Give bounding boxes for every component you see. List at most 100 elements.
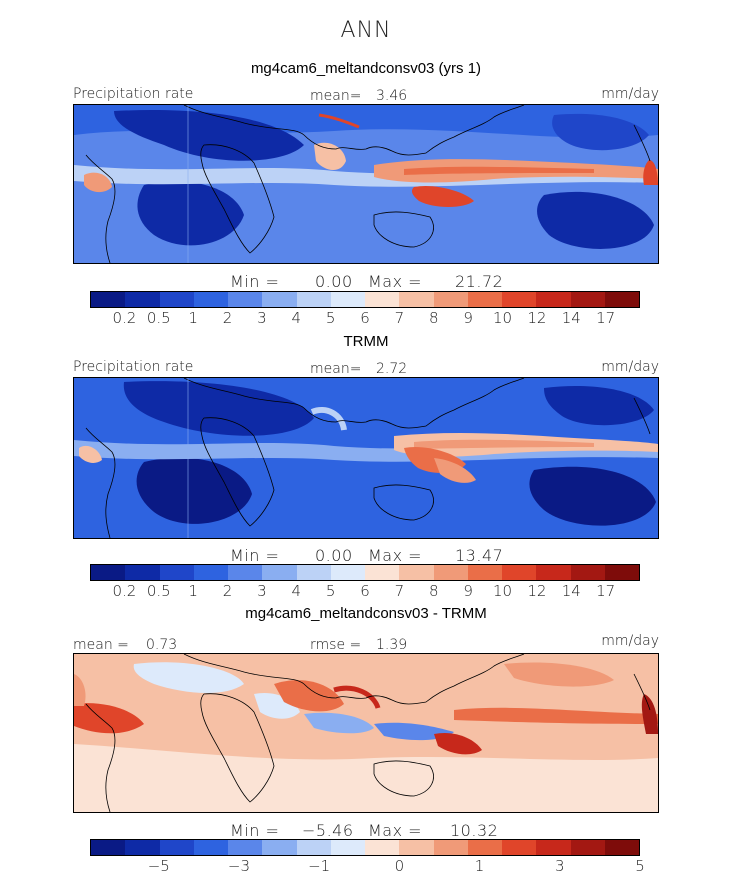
colorbar-swatch (536, 565, 571, 580)
colorbar-swatch (262, 292, 297, 307)
colorbar-swatch (502, 840, 537, 855)
panel-3-rmse-label: rmse = (310, 637, 362, 653)
colorbar-tick-label: 3 (257, 582, 267, 600)
colorbar-swatch (433, 565, 468, 580)
colorbar-tick-label: 4 (291, 309, 302, 327)
colorbar-swatch (433, 840, 468, 855)
colorbar-tick-label: 7 (394, 309, 405, 327)
colorbar-swatch (296, 292, 331, 307)
panel-1-min-value: 0.00 (315, 272, 353, 291)
colorbar-swatch (399, 292, 434, 307)
colorbar-swatch (330, 565, 365, 580)
colorbar-tick-label: 12 (527, 309, 547, 327)
panel-2-min-label: Min = (230, 546, 280, 565)
colorbar-swatch (502, 292, 537, 307)
panel-3-max-value: 10.32 (450, 821, 499, 840)
colorbar-tick-label: 1 (188, 582, 198, 600)
panel-1-map (73, 104, 659, 264)
colorbar-tick-label: 14 (561, 582, 581, 600)
colorbar-swatch (536, 292, 571, 307)
panel-3-mean-label: mean = (73, 637, 129, 653)
colorbar-tick-label: −1 (308, 857, 331, 875)
colorbar-tick-label: 3 (555, 857, 565, 875)
panel-3-mean-value: 0.73 (146, 637, 178, 653)
colorbar-swatch (502, 565, 537, 580)
panel-1-max-value: 21.72 (455, 272, 504, 291)
panel-3-map (73, 653, 659, 813)
colorbar-swatch (365, 840, 400, 855)
colorbar-swatch (330, 840, 365, 855)
panel-2-variable-label: Precipitation rate (73, 359, 194, 375)
colorbar-tick-label: 5 (635, 857, 645, 875)
colorbar-swatch (604, 565, 639, 580)
colorbar-swatch (125, 565, 160, 580)
colorbar-tick-label: 0.2 (112, 309, 137, 327)
colorbar-tick-label: 8 (428, 309, 439, 327)
colorbar-swatch (330, 292, 365, 307)
colorbar-tick-label: 0.2 (112, 582, 137, 600)
panel-2-mean-label: mean= (310, 361, 362, 377)
colorbar-tick-label: 14 (561, 309, 581, 327)
colorbar-swatch (193, 840, 228, 855)
panel-1-mean-label: mean= (310, 88, 362, 104)
colorbar-swatch (193, 292, 228, 307)
colorbar-swatch (433, 292, 468, 307)
colorbar-swatch (399, 840, 434, 855)
colorbar-swatch (536, 840, 571, 855)
colorbar-tick-label: 6 (360, 309, 370, 327)
colorbar-swatch (228, 565, 263, 580)
colorbar-tick-label: 9 (463, 309, 473, 327)
colorbar-tick-label: 7 (394, 582, 405, 600)
colorbar-swatch (125, 840, 160, 855)
colorbar-swatch (159, 840, 194, 855)
colorbar-tick-label: 1 (474, 857, 485, 875)
panel-2-max-value: 13.47 (455, 546, 504, 565)
panel-1-colorbar (90, 291, 640, 308)
panel-1-mean-value: 3.46 (376, 88, 408, 104)
colorbar-swatch (570, 292, 605, 307)
colorbar-swatch (467, 565, 502, 580)
panel-1-max-label: Max = (368, 272, 423, 291)
panel-3-units: mm/day (601, 633, 659, 649)
colorbar-tick-label: 17 (596, 309, 616, 327)
colorbar-swatch (467, 292, 502, 307)
panel-1-title: mg4cam6_meltandconsv03 (yrs 1) (250, 60, 482, 77)
colorbar-tick-label: −5 (147, 857, 170, 875)
colorbar-tick-label: 2 (222, 582, 233, 600)
colorbar-tick-label: 2 (222, 309, 233, 327)
panel-2-title: TRMM (343, 333, 389, 350)
colorbar-tick-label: 6 (360, 582, 370, 600)
panel-2-mean-value: 2.72 (376, 361, 408, 377)
colorbar-tick-label: 1 (188, 309, 198, 327)
panel-2-colorbar-ticks: 0.2 0.5 1 2 3 4 5 6 7 8 9 10 12 14 17 (90, 582, 640, 602)
colorbar-swatch (365, 565, 400, 580)
colorbar-swatch (159, 565, 194, 580)
panel-1-variable-label: Precipitation rate (73, 86, 194, 102)
colorbar-tick-label: 0.5 (146, 582, 171, 600)
colorbar-swatch (296, 840, 331, 855)
panel-3-min-label: Min = (230, 821, 280, 840)
panel-2-colorbar (90, 564, 640, 581)
colorbar-tick-label: 5 (325, 309, 336, 327)
colorbar-swatch (262, 565, 297, 580)
panel-2-map (73, 377, 659, 539)
colorbar-swatch (159, 292, 194, 307)
panel-3-min-value: −5.46 (302, 821, 354, 840)
colorbar-swatch (604, 840, 639, 855)
panel-1-units: mm/day (601, 86, 659, 102)
colorbar-swatch (262, 840, 297, 855)
panel-2-max-label: Max = (368, 546, 423, 565)
colorbar-swatch (228, 292, 263, 307)
colorbar-tick-label: 8 (428, 582, 439, 600)
colorbar-swatch (365, 292, 400, 307)
panel-3-colorbar-ticks: −5 −3 −1 0 1 3 5 (90, 857, 645, 877)
colorbar-swatch (125, 292, 160, 307)
colorbar-tick-label: 17 (596, 582, 616, 600)
colorbar-tick-label: 10 (492, 582, 513, 600)
panel-3-rmse-value: 1.39 (376, 637, 408, 653)
colorbar-swatch (399, 565, 434, 580)
colorbar-tick-label: 5 (325, 582, 336, 600)
panel-1-colorbar-ticks: 0.2 0.5 1 2 3 4 5 6 7 8 9 10 12 14 17 (90, 309, 640, 329)
colorbar-tick-label: 3 (257, 309, 267, 327)
colorbar-swatch (570, 840, 605, 855)
